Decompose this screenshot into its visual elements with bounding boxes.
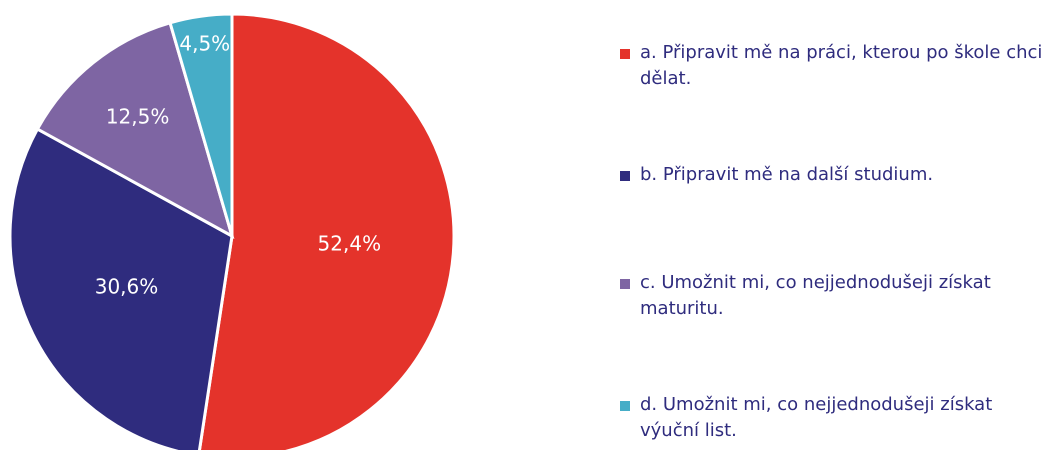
legend-label: b. Připravit mě na další studium. <box>640 164 934 185</box>
pie-slice <box>197 12 456 450</box>
legend-item: b. Připravit mě na další studium. <box>620 162 1048 188</box>
pie-slice <box>8 127 234 450</box>
legend-swatch <box>620 401 630 411</box>
legend-label: a. Připravit mě na práci, kterou po škol… <box>640 42 1043 89</box>
data-label: 4,5% <box>179 31 230 55</box>
legend-label: d. Umožnit mi, co nejjednodušeji získat … <box>640 394 993 441</box>
legend-swatch <box>620 49 630 59</box>
legend-item: a. Připravit mě na práci, kterou po škol… <box>620 40 1048 92</box>
pie-slice <box>168 12 234 237</box>
data-label: 52,4% <box>318 231 382 255</box>
legend-item: c. Umožnit mi, co nejjednodušeji získat … <box>620 270 1048 322</box>
legend-label: c. Umožnit mi, co nejjednodušeji získat … <box>640 272 991 319</box>
legend-swatch <box>620 171 630 181</box>
legend-item: d. Umožnit mi, co nejjednodušeji získat … <box>620 392 1048 444</box>
data-label: 12,5% <box>106 105 170 129</box>
legend-swatch <box>620 279 630 289</box>
pie-slice <box>35 20 235 240</box>
data-label: 30,6% <box>95 275 159 299</box>
